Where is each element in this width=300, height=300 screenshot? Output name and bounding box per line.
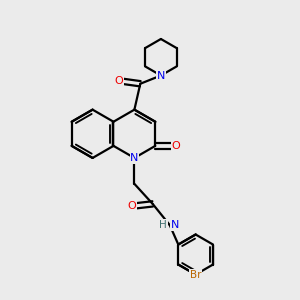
- Text: Br: Br: [190, 270, 201, 280]
- Text: O: O: [128, 201, 136, 211]
- Text: N: N: [157, 70, 165, 80]
- Text: O: O: [172, 141, 180, 151]
- Text: O: O: [115, 76, 124, 86]
- Text: N: N: [130, 153, 139, 163]
- Text: N: N: [171, 220, 179, 230]
- Text: H: H: [159, 220, 167, 230]
